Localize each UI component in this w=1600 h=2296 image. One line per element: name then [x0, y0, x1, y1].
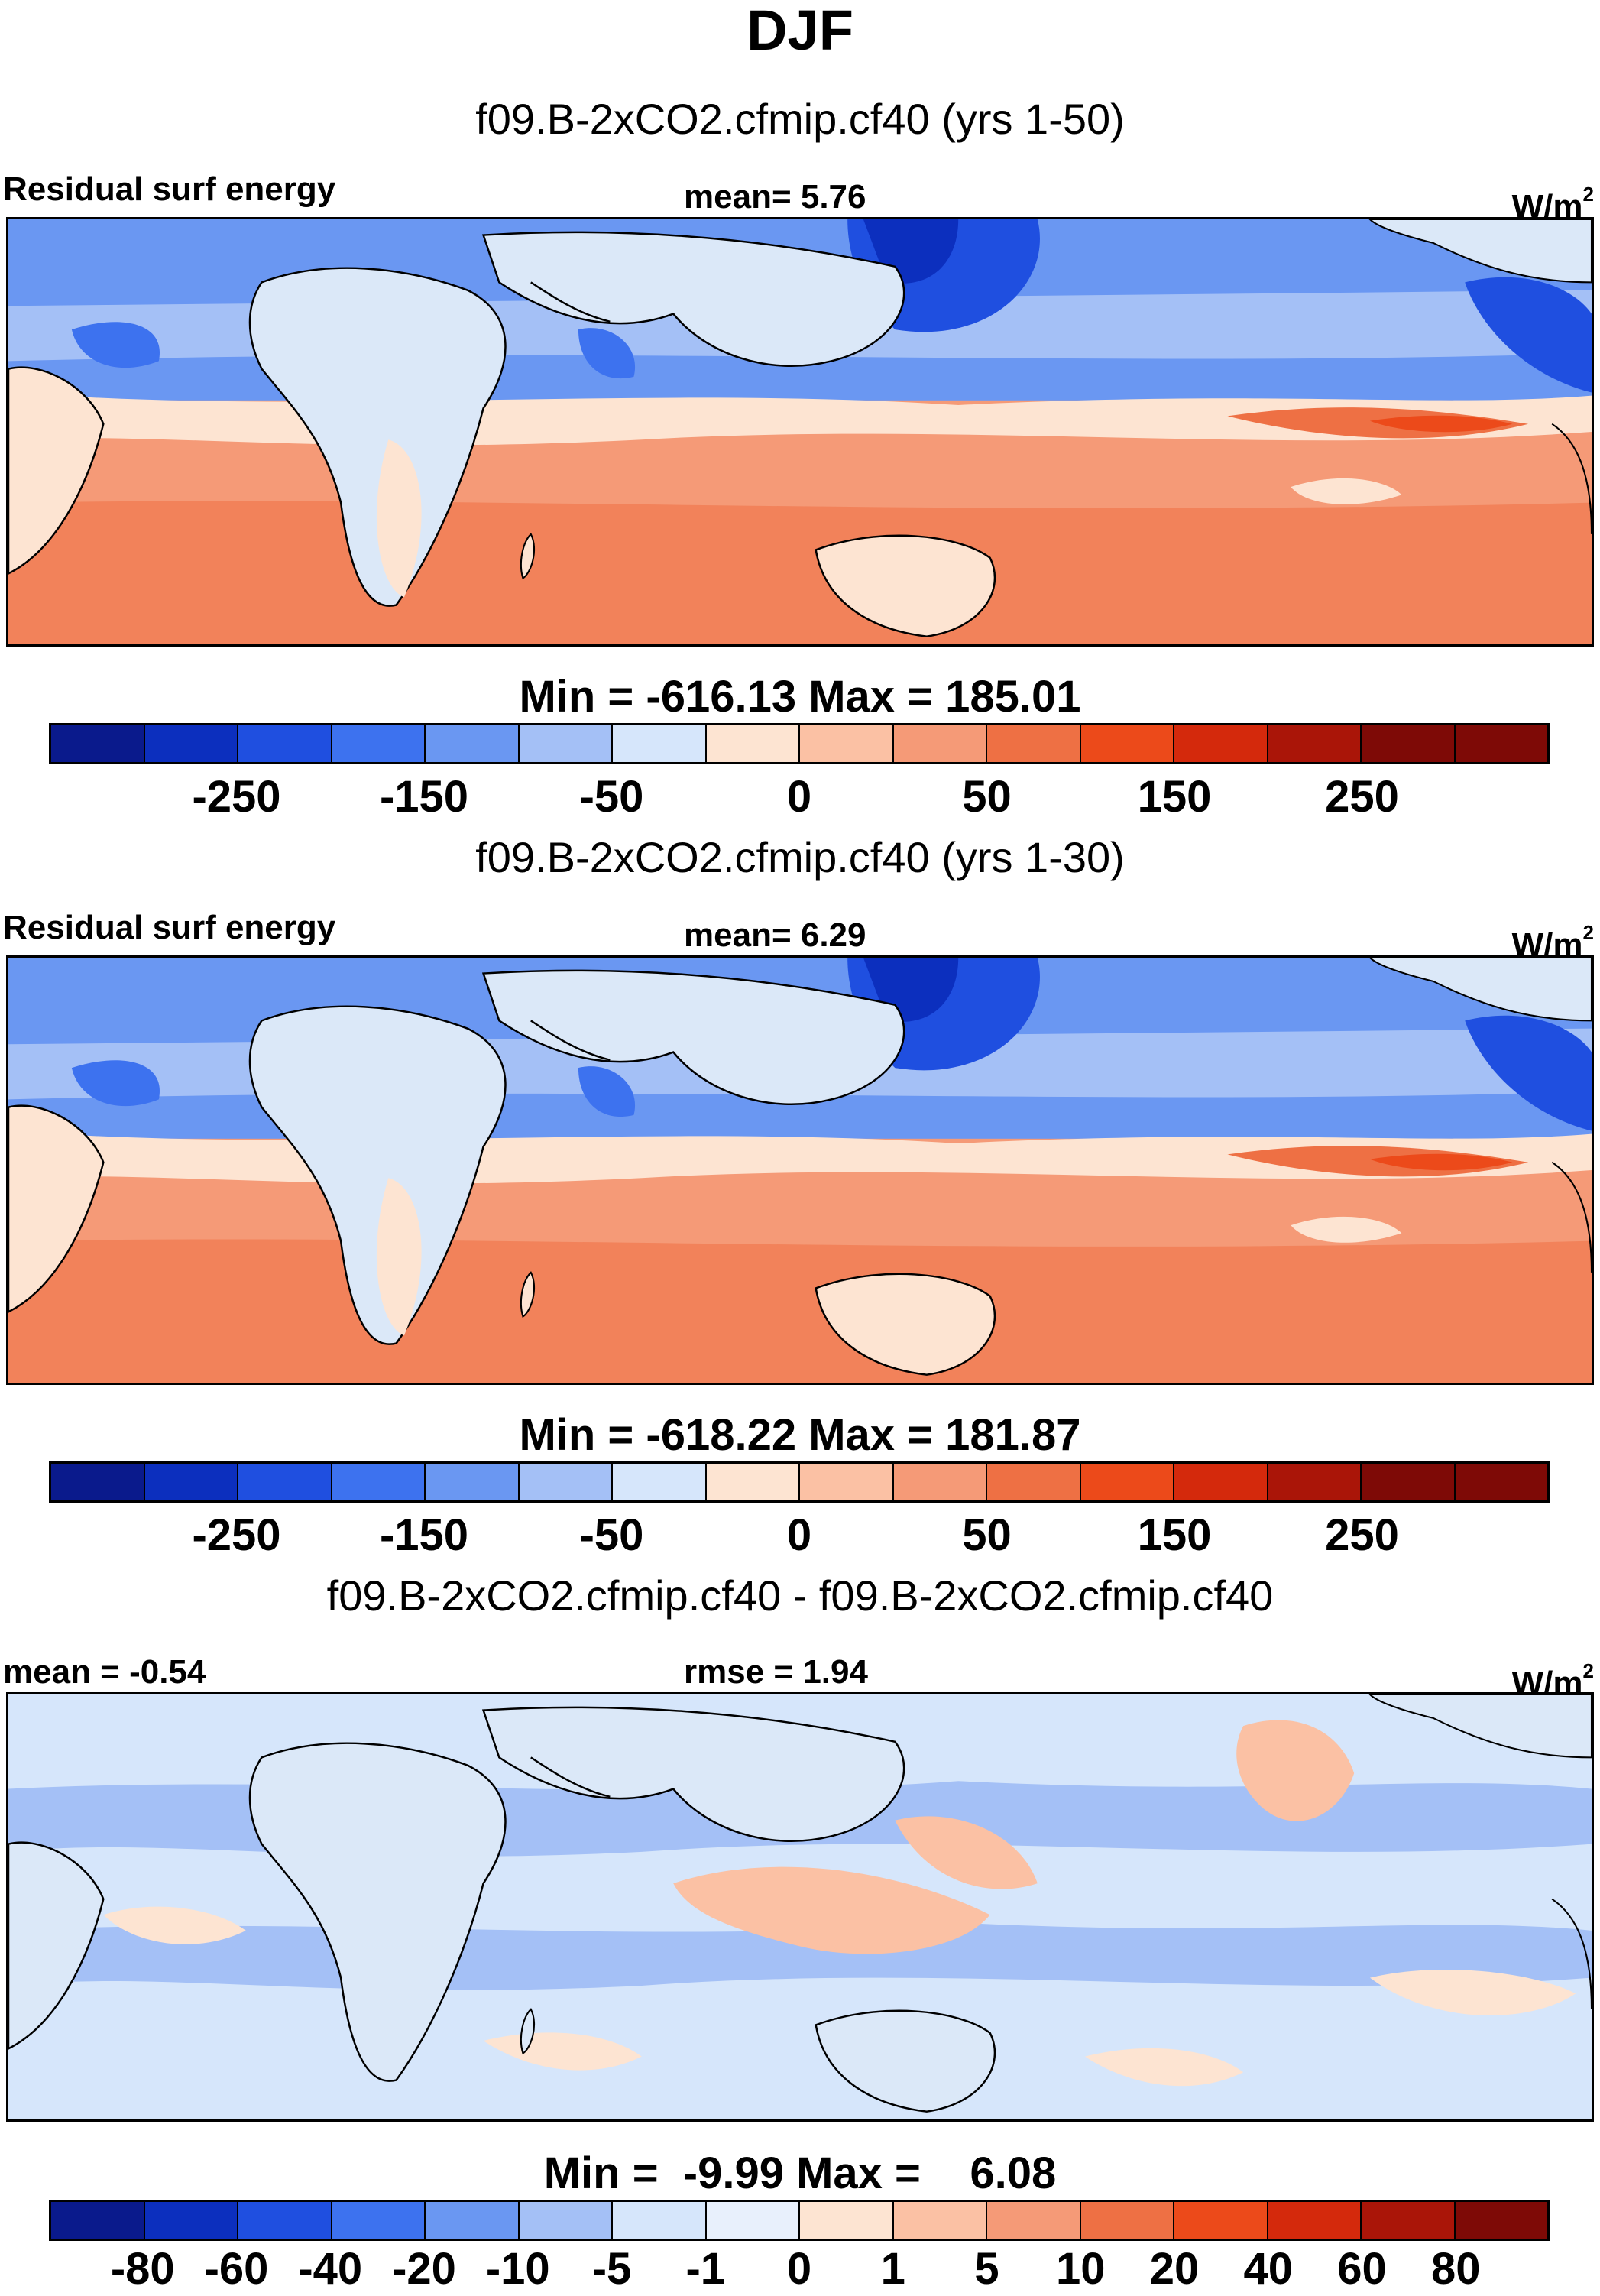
colorbar-cell: [1268, 725, 1362, 762]
panel-2-tick: -50: [579, 1510, 644, 1560]
panel-2-variable-label: Residual surf energy: [3, 909, 336, 946]
panel-1-case-title: f09.B-2xCO2.cfmip.cf40 (yrs 1-50): [475, 95, 1125, 143]
panel-1-variable-label: Residual surf energy: [3, 170, 336, 208]
main-title: DJF: [747, 0, 853, 62]
colorbar-cell: [332, 2202, 426, 2239]
panel-2-tick: -150: [379, 1510, 469, 1560]
colorbar-cell: [1080, 725, 1174, 762]
panel-1-minmax: Min = -616.13 Max = 185.01: [519, 672, 1081, 722]
colorbar-cell: [613, 725, 707, 762]
panel-3-colorbar-ticks: -80 -60 -40 -20 -10 -5 -1 0 1 5 10 20 40…: [49, 2242, 1550, 2296]
panel-3-tick: -40: [298, 2244, 363, 2294]
colorbar-cell: [800, 725, 894, 762]
colorbar-cell: [706, 2202, 800, 2239]
panel-3-tick: -5: [591, 2244, 632, 2294]
colorbar-cell: [238, 725, 332, 762]
panel-3-tick: -60: [204, 2244, 269, 2294]
colorbar-cell: [893, 725, 987, 762]
panel-1-colorbar-ticks: -250 -150 -50 0 50 150 250: [49, 770, 1550, 824]
colorbar-cell: [1362, 2202, 1456, 2239]
panel-2-mean-label: mean= 6.29: [684, 916, 866, 954]
panel-3-tick: 10: [1055, 2244, 1106, 2294]
colorbar-cell: [1268, 1464, 1362, 1500]
colorbar-cell: [800, 2202, 894, 2239]
colorbar-cell: [519, 2202, 613, 2239]
panel-1-map: [6, 217, 1594, 647]
colorbar-cell: [426, 1464, 520, 1500]
colorbar-cell: [1080, 1464, 1174, 1500]
panel-2-map: [6, 955, 1594, 1385]
panel-2-case-title: f09.B-2xCO2.cfmip.cf40 (yrs 1-30): [475, 833, 1125, 881]
panel-1-tick: 250: [1325, 772, 1399, 822]
colorbar-cell: [144, 725, 238, 762]
panel-3-tick: 5: [974, 2244, 999, 2294]
panel-2-tick: 50: [962, 1510, 1012, 1560]
colorbar-cell: [1174, 725, 1268, 762]
panel-3-tick: 0: [786, 2244, 812, 2294]
colorbar-cell: [1174, 1464, 1268, 1500]
panel-3-tick: 1: [880, 2244, 905, 2294]
colorbar-cell: [706, 1464, 800, 1500]
panel-1-colorbar: [49, 723, 1550, 764]
panel-3-tick: -10: [485, 2244, 550, 2294]
panel-3-tick: -20: [392, 2244, 456, 2294]
panel-3-minmax: Min = -9.99 Max = 6.08: [543, 2148, 1057, 2198]
colorbar-cell: [893, 2202, 987, 2239]
panel-3-tick: -1: [685, 2244, 726, 2294]
colorbar-cell: [706, 725, 800, 762]
colorbar-cell: [332, 1464, 426, 1500]
colorbar-cell: [426, 2202, 520, 2239]
colorbar-cell: [987, 725, 1081, 762]
colorbar-cell: [1455, 1464, 1547, 1500]
colorbar-cell: [893, 1464, 987, 1500]
panel-3-colorbar: [49, 2200, 1550, 2241]
colorbar-cell: [1268, 2202, 1362, 2239]
panel-3-tick: 80: [1430, 2244, 1481, 2294]
panel-2-colorbar-ticks: -250 -150 -50 0 50 150 250: [49, 1509, 1550, 1562]
colorbar-cell: [238, 1464, 332, 1500]
panel-1-tick: -150: [379, 772, 469, 822]
colorbar-cell: [1080, 2202, 1174, 2239]
colorbar-cell: [1362, 725, 1456, 762]
panel-3-tick: 60: [1337, 2244, 1387, 2294]
colorbar-cell: [51, 725, 145, 762]
colorbar-cell: [800, 1464, 894, 1500]
colorbar-cell: [144, 1464, 238, 1500]
colorbar-cell: [332, 725, 426, 762]
colorbar-cell: [1455, 2202, 1547, 2239]
colorbar-cell: [1455, 725, 1547, 762]
panel-2-tick: 250: [1325, 1510, 1399, 1560]
panel-1-tick: 50: [962, 772, 1012, 822]
panel-3-map: [6, 1692, 1594, 2122]
colorbar-cell: [1362, 1464, 1456, 1500]
colorbar-cell: [519, 725, 613, 762]
panel-2-colorbar: [49, 1461, 1550, 1503]
panel-1-tick: -250: [192, 772, 281, 822]
colorbar-cell: [1174, 2202, 1268, 2239]
colorbar-cell: [238, 2202, 332, 2239]
colorbar-cell: [51, 2202, 145, 2239]
panel-2-tick: 150: [1137, 1510, 1212, 1560]
colorbar-cell: [613, 2202, 707, 2239]
panel-3-tick: 40: [1243, 2244, 1294, 2294]
panel-2-minmax: Min = -618.22 Max = 181.87: [519, 1410, 1081, 1460]
panel-3-mean-label: mean = -0.54: [3, 1653, 206, 1691]
colorbar-cell: [519, 1464, 613, 1500]
colorbar-cell: [51, 1464, 145, 1500]
panel-1-tick: 0: [786, 772, 812, 822]
colorbar-cell: [426, 725, 520, 762]
colorbar-cell: [144, 2202, 238, 2239]
colorbar-cell: [613, 1464, 707, 1500]
panel-1-tick: 150: [1137, 772, 1212, 822]
panel-1-tick: -50: [579, 772, 644, 822]
panel-3-tick: 20: [1149, 2244, 1200, 2294]
colorbar-cell: [987, 1464, 1081, 1500]
panel-2-tick: 0: [786, 1510, 812, 1560]
panel-1-mean-label: mean= 5.76: [684, 178, 866, 216]
panel-2-tick: -250: [192, 1510, 281, 1560]
panel-3-case-title: f09.B-2xCO2.cfmip.cf40 - f09.B-2xCO2.cfm…: [326, 1571, 1274, 1620]
panel-3-tick: -80: [110, 2244, 175, 2294]
panel-3-rmse-label: rmse = 1.94: [684, 1653, 868, 1691]
colorbar-cell: [987, 2202, 1081, 2239]
